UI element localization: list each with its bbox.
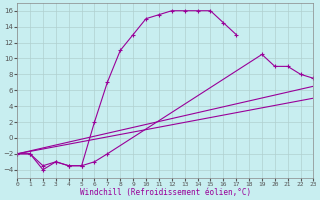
X-axis label: Windchill (Refroidissement éolien,°C): Windchill (Refroidissement éolien,°C) xyxy=(80,188,251,197)
